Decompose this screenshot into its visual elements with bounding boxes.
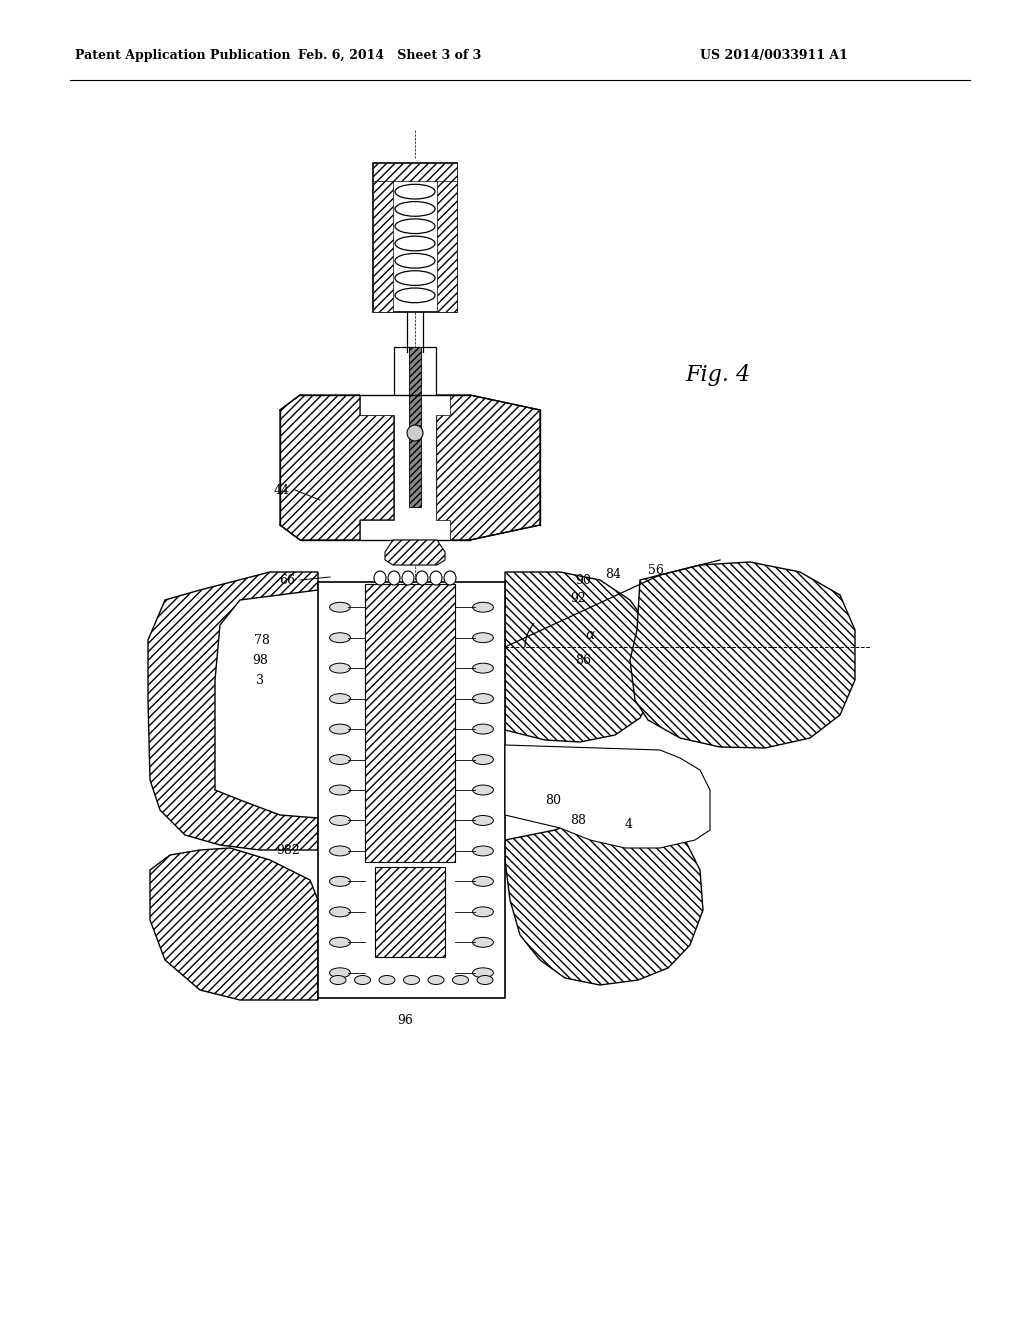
Polygon shape — [280, 395, 394, 540]
Ellipse shape — [473, 632, 494, 643]
Polygon shape — [385, 540, 445, 565]
Ellipse shape — [330, 632, 350, 643]
Ellipse shape — [473, 968, 494, 978]
Polygon shape — [360, 395, 450, 540]
Polygon shape — [430, 395, 540, 540]
Ellipse shape — [330, 907, 350, 917]
Ellipse shape — [395, 271, 435, 285]
Text: 66: 66 — [279, 573, 295, 586]
Ellipse shape — [402, 572, 414, 585]
Polygon shape — [150, 847, 318, 1001]
Ellipse shape — [330, 937, 350, 948]
Bar — [373, 162, 457, 312]
Ellipse shape — [330, 755, 350, 764]
Bar — [318, 582, 505, 998]
Bar — [373, 162, 457, 181]
Ellipse shape — [473, 937, 494, 948]
Text: Feb. 6, 2014   Sheet 3 of 3: Feb. 6, 2014 Sheet 3 of 3 — [298, 49, 481, 62]
Ellipse shape — [395, 202, 435, 216]
Text: 98: 98 — [252, 653, 268, 667]
Ellipse shape — [395, 236, 435, 251]
Ellipse shape — [354, 975, 371, 985]
Ellipse shape — [453, 975, 469, 985]
Text: 92: 92 — [570, 591, 586, 605]
Bar — [373, 162, 393, 312]
Polygon shape — [505, 810, 703, 985]
Ellipse shape — [330, 816, 350, 825]
Text: Fig. 4: Fig. 4 — [685, 364, 751, 385]
Ellipse shape — [330, 975, 346, 985]
Ellipse shape — [330, 876, 350, 886]
Ellipse shape — [473, 816, 494, 825]
Ellipse shape — [330, 968, 350, 978]
Ellipse shape — [473, 663, 494, 673]
Ellipse shape — [416, 572, 428, 585]
Bar — [409, 347, 421, 507]
Ellipse shape — [379, 975, 395, 985]
Ellipse shape — [330, 785, 350, 795]
Text: 44: 44 — [274, 483, 290, 496]
Bar — [365, 583, 455, 862]
Text: 86: 86 — [575, 653, 591, 667]
Ellipse shape — [330, 846, 350, 855]
Text: 4: 4 — [625, 818, 633, 832]
Text: 84: 84 — [605, 569, 621, 582]
Text: 96: 96 — [397, 1014, 413, 1027]
Ellipse shape — [477, 975, 493, 985]
Ellipse shape — [473, 755, 494, 764]
Polygon shape — [505, 572, 658, 742]
Text: 78: 78 — [254, 634, 270, 647]
Bar — [394, 347, 436, 507]
Ellipse shape — [473, 602, 494, 612]
Polygon shape — [630, 562, 855, 748]
Text: 90: 90 — [575, 573, 591, 586]
Polygon shape — [505, 744, 710, 847]
Ellipse shape — [330, 602, 350, 612]
Ellipse shape — [473, 725, 494, 734]
Ellipse shape — [473, 785, 494, 795]
Text: Patent Application Publication: Patent Application Publication — [75, 49, 291, 62]
Ellipse shape — [407, 425, 423, 441]
Ellipse shape — [403, 975, 420, 985]
Bar — [375, 867, 445, 957]
Bar — [437, 162, 457, 312]
Ellipse shape — [430, 572, 442, 585]
Ellipse shape — [395, 219, 435, 234]
Ellipse shape — [444, 572, 456, 585]
Ellipse shape — [473, 846, 494, 855]
Ellipse shape — [374, 572, 386, 585]
Text: $\alpha$: $\alpha$ — [585, 628, 596, 642]
Ellipse shape — [395, 253, 435, 268]
Ellipse shape — [473, 694, 494, 704]
Ellipse shape — [395, 185, 435, 199]
Text: 80: 80 — [545, 793, 561, 807]
Ellipse shape — [428, 975, 444, 985]
Text: US 2014/0033911 A1: US 2014/0033911 A1 — [700, 49, 848, 62]
Ellipse shape — [473, 907, 494, 917]
Ellipse shape — [473, 876, 494, 886]
Ellipse shape — [395, 288, 435, 302]
Text: 56: 56 — [648, 564, 664, 577]
Text: 88: 88 — [570, 813, 586, 826]
Text: 982: 982 — [276, 843, 300, 857]
Ellipse shape — [388, 572, 400, 585]
Ellipse shape — [330, 725, 350, 734]
Ellipse shape — [330, 663, 350, 673]
Text: 3: 3 — [256, 673, 264, 686]
Ellipse shape — [330, 694, 350, 704]
Polygon shape — [148, 572, 318, 850]
